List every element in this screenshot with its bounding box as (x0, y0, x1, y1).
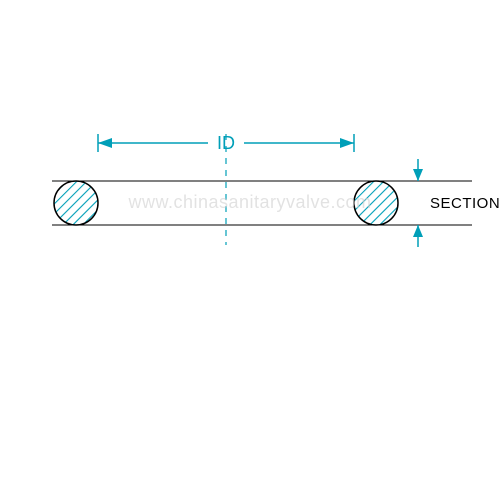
section-arrow-top (413, 169, 423, 181)
oring-diagram-svg: IDSECTION (0, 0, 500, 500)
section-arrow-bottom (413, 225, 423, 237)
id-arrow-right (340, 138, 354, 148)
cross-section-right (352, 179, 400, 227)
id-arrow-left (98, 138, 112, 148)
cross-section-left (52, 179, 100, 227)
diagram-stage: IDSECTION www.chinasanitaryvalve.com (0, 0, 500, 500)
section-label: SECTION (430, 195, 500, 212)
